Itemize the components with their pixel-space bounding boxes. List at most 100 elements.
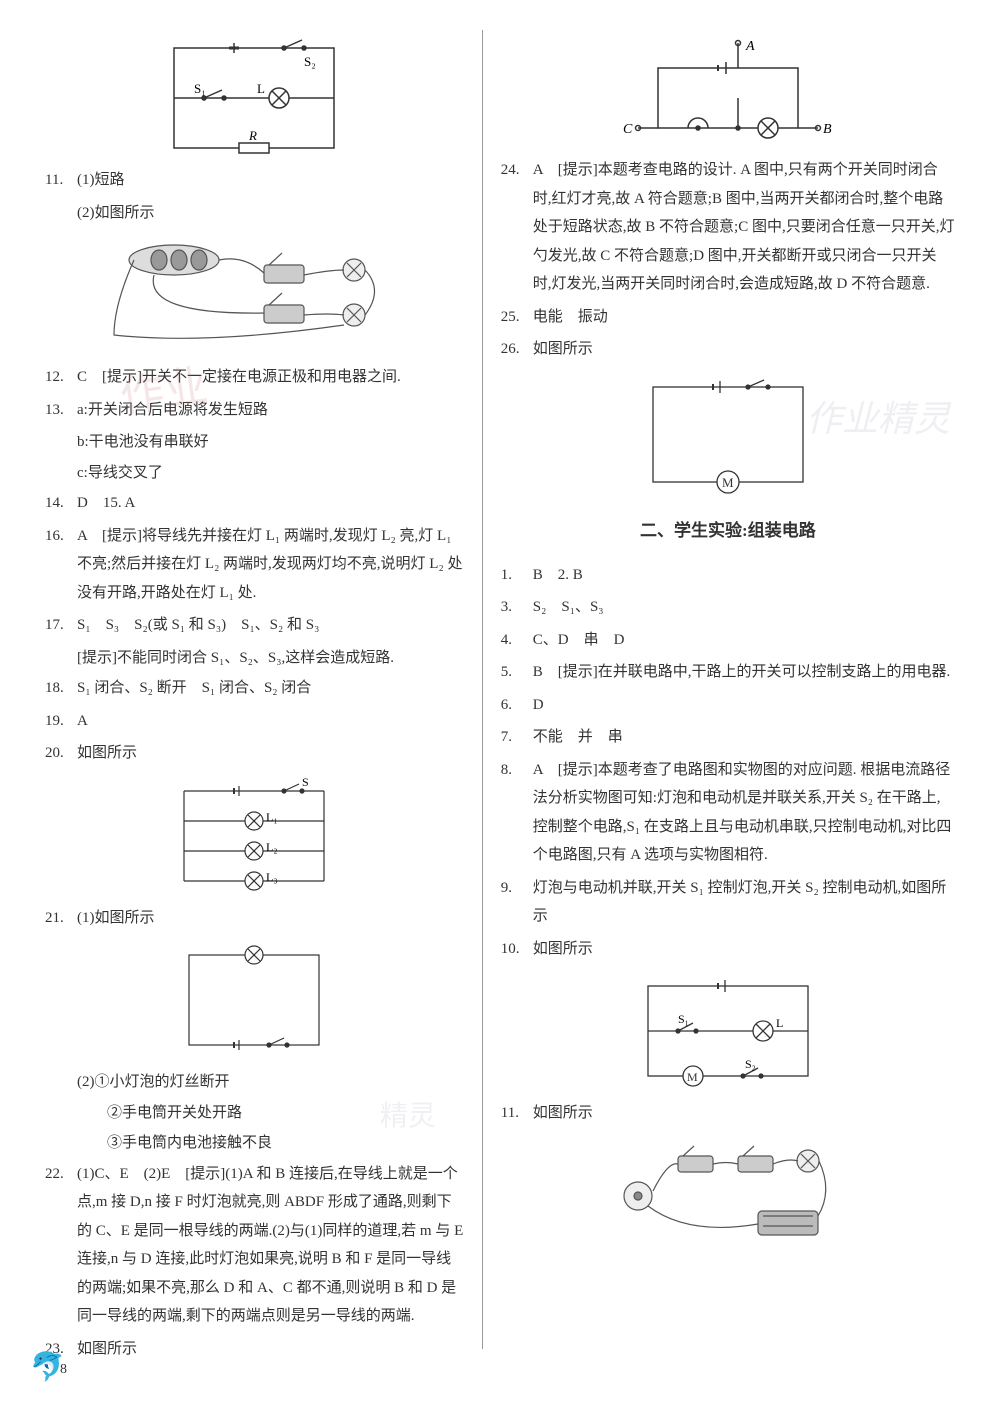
svg-text:L: L bbox=[257, 81, 265, 96]
circuit-diagram-23: A B C bbox=[618, 38, 838, 148]
item-body: D 15. A bbox=[77, 489, 464, 518]
answer-subitem: ②手电筒开关处开路 bbox=[45, 1099, 464, 1128]
answer-item: 20. 如图所示 bbox=[45, 739, 464, 768]
item-num: 11. bbox=[45, 166, 77, 195]
item-body: (1)短路 bbox=[77, 166, 464, 195]
answer-item: 7. 不能 并 串 bbox=[501, 723, 955, 752]
answer-item: 12. C [提示]开关不一定接在电源正极和用电器之间. bbox=[45, 363, 464, 392]
item-num: 20. bbox=[45, 739, 77, 768]
answer-item: 5. B [提示]在并联电路中,干路上的开关可以控制支路上的用电器. bbox=[501, 658, 955, 687]
svg-text:C: C bbox=[623, 122, 633, 137]
item-num: 10. bbox=[501, 935, 533, 964]
answer-item: 19. A bbox=[45, 707, 464, 736]
answer-item: 10. 如图所示 bbox=[501, 935, 955, 964]
item-num: 24. bbox=[501, 156, 533, 299]
answer-subitem: (2)如图所示 bbox=[45, 199, 464, 228]
item-num: 7. bbox=[501, 723, 533, 752]
answer-item: 16. A [提示]将导线先并接在灯 L₁ 两端时,发现灯 L₂ 亮,灯 L₁ … bbox=[45, 522, 464, 608]
circuit-diagram-21 bbox=[169, 940, 339, 1060]
page-number: 8 bbox=[60, 1357, 67, 1384]
item-num: 19. bbox=[45, 707, 77, 736]
item-num: 25. bbox=[501, 303, 533, 332]
answer-subitem: c:导线交叉了 bbox=[45, 459, 464, 488]
item-num: 3. bbox=[501, 593, 533, 622]
item-num: 22. bbox=[45, 1160, 77, 1331]
svg-text:S₁: S₁ bbox=[678, 1012, 689, 1026]
answer-item: 13. a:开关闭合后电源将发生短路 bbox=[45, 396, 464, 425]
item-body: (1)C、E (2)E [提示](1)A 和 B 连接后,在导线上就是一个点,m… bbox=[77, 1160, 464, 1331]
circuit-diagram-26: M bbox=[628, 372, 828, 497]
answer-item: 17. S₁ S₃ S₂(或 S₁ 和 S₃) S₁、S₂ 和 S₃ bbox=[45, 611, 464, 640]
item-num: 18. bbox=[45, 674, 77, 703]
item-num: 16. bbox=[45, 522, 77, 608]
item-body: (1)如图所示 bbox=[77, 904, 464, 933]
svg-text:L₂: L₂ bbox=[266, 840, 278, 854]
item-num: 14. bbox=[45, 489, 77, 518]
svg-text:S₂: S₂ bbox=[304, 54, 316, 69]
section-title: 二、学生实验:组装电路 bbox=[501, 515, 955, 547]
circuit-diagram-20: S L₁ L₂ L₃ bbox=[164, 776, 344, 896]
answer-item: 6. D bbox=[501, 691, 955, 720]
svg-text:A: A bbox=[745, 39, 755, 54]
answer-item: 18. S₁ 闭合、S₂ 断开 S₁ 闭合、S₂ 闭合 bbox=[45, 674, 464, 703]
circuit-diagram-9: M S₁ L S₂ bbox=[623, 971, 833, 1091]
item-num: 21. bbox=[45, 904, 77, 933]
answer-item: 3. S₂ S₁、S₃ bbox=[501, 593, 955, 622]
svg-text:S₂: S₂ bbox=[745, 1057, 756, 1071]
item-body: 灯泡与电动机并联,开关 S₁ 控制灯泡,开关 S₂ 控制电动机,如图所示 bbox=[533, 874, 955, 931]
item-body: 如图所示 bbox=[77, 739, 464, 768]
item-num: 12. bbox=[45, 363, 77, 392]
answer-item: 4. C、D 串 D bbox=[501, 626, 955, 655]
item-body: a:开关闭合后电源将发生短路 bbox=[77, 396, 464, 425]
svg-text:M: M bbox=[722, 475, 734, 490]
item-num: 4. bbox=[501, 626, 533, 655]
svg-text:B: B bbox=[823, 122, 832, 137]
answer-subitem: [提示]不能同时闭合 S₁、S₂、S₃,这样会造成短路. bbox=[45, 644, 464, 673]
item-num: 8. bbox=[501, 756, 533, 870]
answer-item: 25. 电能 振动 bbox=[501, 303, 955, 332]
item-body: 如图所示 bbox=[77, 1335, 464, 1364]
answer-item: 23. 如图所示 bbox=[45, 1335, 464, 1364]
answer-item: 26. 如图所示 bbox=[501, 335, 955, 364]
answer-subitem: ③手电筒内电池接触不良 bbox=[45, 1129, 464, 1158]
item-num: 11. bbox=[501, 1099, 533, 1128]
physical-circuit-illustration bbox=[104, 235, 404, 355]
svg-text:R: R bbox=[248, 128, 257, 143]
answer-subitem: b:干电池没有串联好 bbox=[45, 428, 464, 457]
svg-text:L: L bbox=[776, 1016, 783, 1030]
svg-text:L₃: L₃ bbox=[266, 870, 278, 884]
svg-text:S₁: S₁ bbox=[194, 81, 206, 96]
answer-item: 11. 如图所示 bbox=[501, 1099, 955, 1128]
item-body: A bbox=[77, 707, 464, 736]
answer-item: 22. (1)C、E (2)E [提示](1)A 和 B 连接后,在导线上就是一… bbox=[45, 1160, 464, 1331]
answer-item: 24. A [提示]本题考查电路的设计. A 图中,只有两个开关同时闭合时,红灯… bbox=[501, 156, 955, 299]
answer-subitem: (2)①小灯泡的灯丝断开 bbox=[45, 1068, 464, 1097]
item-num: 6. bbox=[501, 691, 533, 720]
item-body: A [提示]本题考查了电路图和实物图的对应问题. 根据电流路径法分析实物图可知:… bbox=[533, 756, 955, 870]
item-body: S₁ 闭合、S₂ 断开 S₁ 闭合、S₂ 闭合 bbox=[77, 674, 464, 703]
right-column: A B C 24. A [提示]本题考查电路的设计. A 图中,只有两个开关同时… bbox=[482, 30, 955, 1349]
item-body: 不能 并 串 bbox=[533, 723, 955, 752]
item-num: 26. bbox=[501, 335, 533, 364]
item-body: A [提示]将导线先并接在灯 L₁ 两端时,发现灯 L₂ 亮,灯 L₁ 不亮;然… bbox=[77, 522, 464, 608]
answer-item: 14. D 15. A bbox=[45, 489, 464, 518]
item-num: 13. bbox=[45, 396, 77, 425]
item-body: 如图所示 bbox=[533, 935, 955, 964]
item-num: 1. bbox=[501, 561, 533, 590]
item-body: B [提示]在并联电路中,干路上的开关可以控制支路上的用电器. bbox=[533, 658, 955, 687]
item-num: 9. bbox=[501, 874, 533, 931]
item-num: 5. bbox=[501, 658, 533, 687]
answer-item: 11. (1)短路 bbox=[45, 166, 464, 195]
item-body: 如图所示 bbox=[533, 1099, 955, 1128]
svg-text:L₁: L₁ bbox=[266, 810, 278, 824]
physical-circuit-10 bbox=[608, 1136, 848, 1246]
item-body: B 2. B bbox=[533, 561, 955, 590]
item-body: 电能 振动 bbox=[533, 303, 955, 332]
item-body: C、D 串 D bbox=[533, 626, 955, 655]
item-body: 如图所示 bbox=[533, 335, 955, 364]
answer-item: 21. (1)如图所示 bbox=[45, 904, 464, 933]
two-columns: S₁ S₂ L R 11. (1)短路 (2)如图所示 bbox=[45, 30, 955, 1349]
item-body: C [提示]开关不一定接在电源正极和用电器之间. bbox=[77, 363, 464, 392]
svg-text:M: M bbox=[687, 1070, 698, 1084]
svg-text:S: S bbox=[302, 776, 309, 789]
